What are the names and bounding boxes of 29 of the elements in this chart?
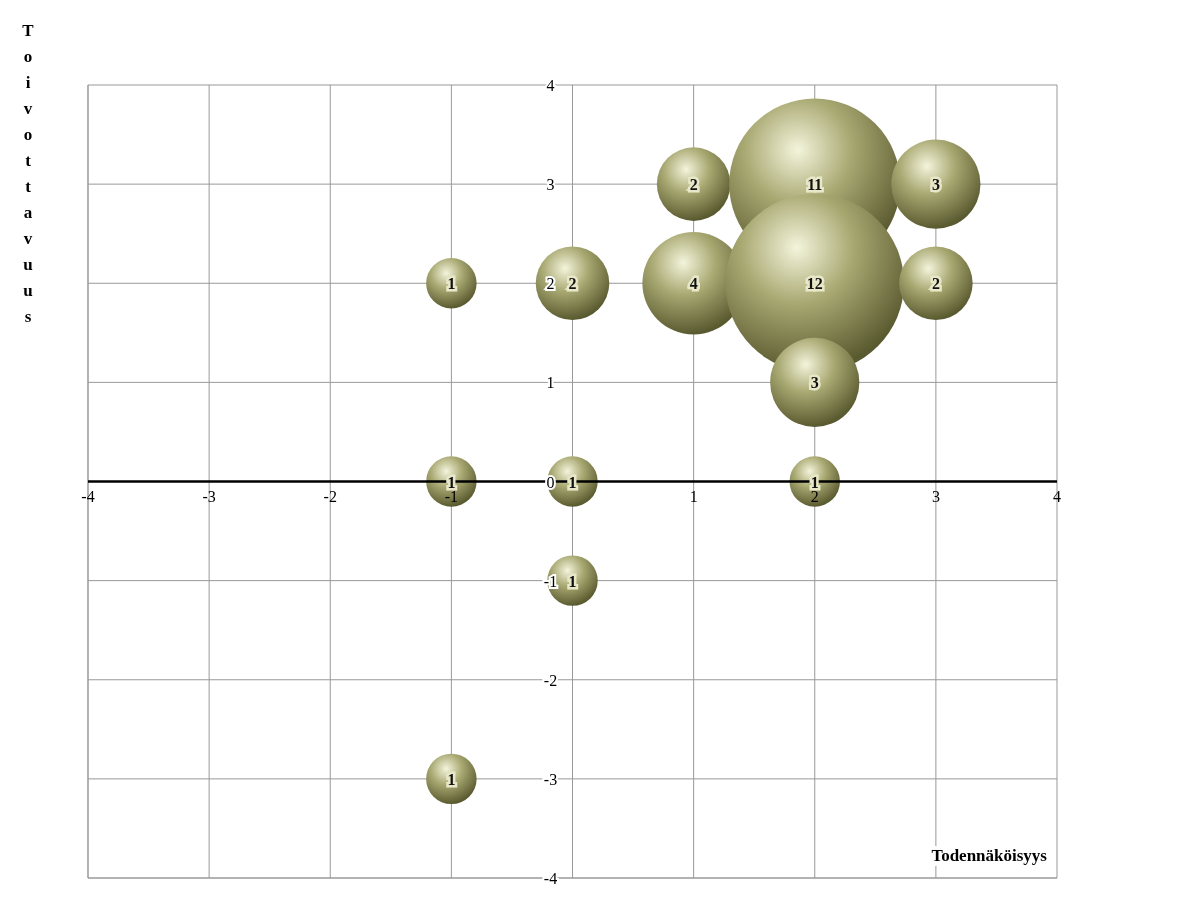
x-tick-label: 1	[689, 487, 698, 505]
annotation: 12	[806, 275, 823, 293]
y-tick-label: 4	[546, 77, 555, 94]
annotation: 4	[689, 275, 698, 293]
y-tick-label: -2	[543, 671, 558, 689]
x-tick-label: 2	[810, 487, 819, 505]
y-tick-label: -3	[543, 770, 558, 788]
y-tick-label: -1	[543, 572, 558, 590]
y-tick-label: 3	[546, 176, 555, 194]
x-tick-label: -3	[202, 487, 216, 505]
y-tick-label: 1	[546, 374, 555, 392]
annotation: 1	[568, 572, 577, 590]
y-tick-label: -4	[543, 870, 558, 887]
annotation: 1	[447, 275, 456, 293]
annotation: 11	[807, 176, 823, 194]
annotation: 3	[931, 176, 940, 194]
annotation: 2	[689, 176, 698, 194]
annotation: 3	[810, 374, 819, 392]
x-tick-label: 3	[931, 487, 940, 505]
annotation: 1	[447, 770, 456, 788]
x-axis-title: Todennäköisyys	[931, 846, 1047, 866]
annotation: 2	[568, 275, 577, 293]
text: Toivottavuus	[22, 21, 34, 326]
annotation: 2	[931, 275, 940, 293]
x-tick-label: -2	[323, 487, 337, 505]
x-tick-label: -4	[81, 487, 95, 505]
y-tick-label: 2	[546, 275, 555, 293]
x-tick-label: -1	[444, 487, 459, 505]
x-tick-label: 4	[1053, 487, 1061, 505]
